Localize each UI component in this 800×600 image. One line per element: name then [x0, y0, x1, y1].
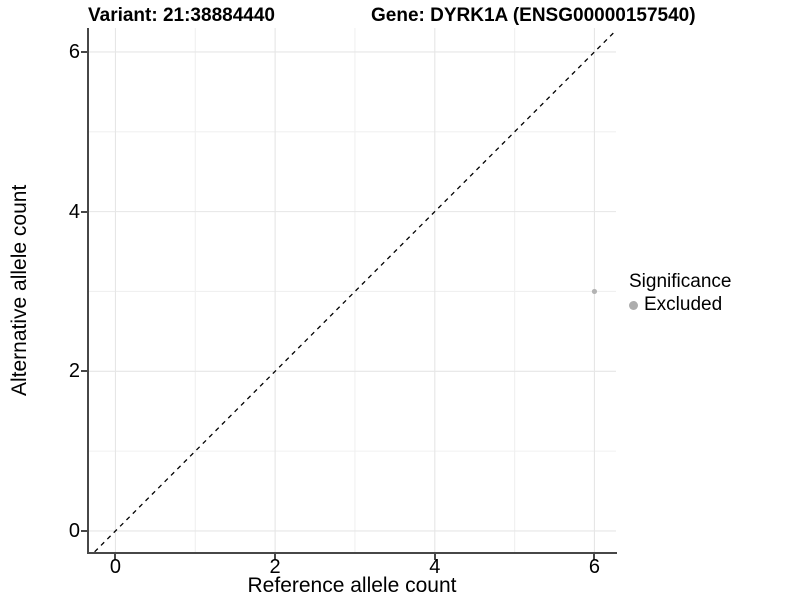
- plot-title-gene: Gene: DYRK1A (ENSG00000157540): [371, 5, 696, 26]
- x-tick-mark: [114, 554, 117, 560]
- data-point: [591, 288, 598, 295]
- x-axis-line: [86, 552, 617, 554]
- y-tick-label: 6: [68, 40, 80, 63]
- legend-entry: Excluded: [629, 294, 731, 316]
- y-tick-mark: [81, 210, 87, 213]
- legend-key-dot-icon: [629, 300, 638, 310]
- y-axis-line: [86, 28, 89, 554]
- x-tick-mark: [274, 554, 277, 560]
- y-tick-mark: [81, 50, 87, 53]
- identity-line: [92, 29, 616, 553]
- legend-entry-label: Excluded: [644, 294, 723, 315]
- y-tick-label: 2: [68, 360, 80, 383]
- y-tick-label: 0: [68, 519, 80, 542]
- x-tick-mark: [593, 554, 596, 560]
- x-tick-label: 4: [429, 556, 441, 578]
- legend-title: Significance: [629, 271, 732, 292]
- y-tick-mark: [81, 529, 87, 532]
- y-axis-title: Alternative allele count: [8, 184, 31, 397]
- y-tick-label: 4: [68, 200, 80, 223]
- x-tick-label: 0: [109, 556, 122, 578]
- legend-entries: Excluded: [629, 294, 731, 316]
- x-tick-mark: [433, 554, 436, 560]
- x-tick-label: 6: [588, 556, 600, 578]
- x-tick-label: 2: [269, 556, 281, 578]
- legend: Significance Excluded: [629, 271, 731, 316]
- y-tick-mark: [81, 370, 87, 373]
- plot-title-variant: Variant: 21:38884440: [88, 5, 275, 26]
- plot-panel: [88, 28, 616, 553]
- x-axis-title: Reference allele count: [247, 574, 457, 597]
- plot-area: [88, 28, 616, 553]
